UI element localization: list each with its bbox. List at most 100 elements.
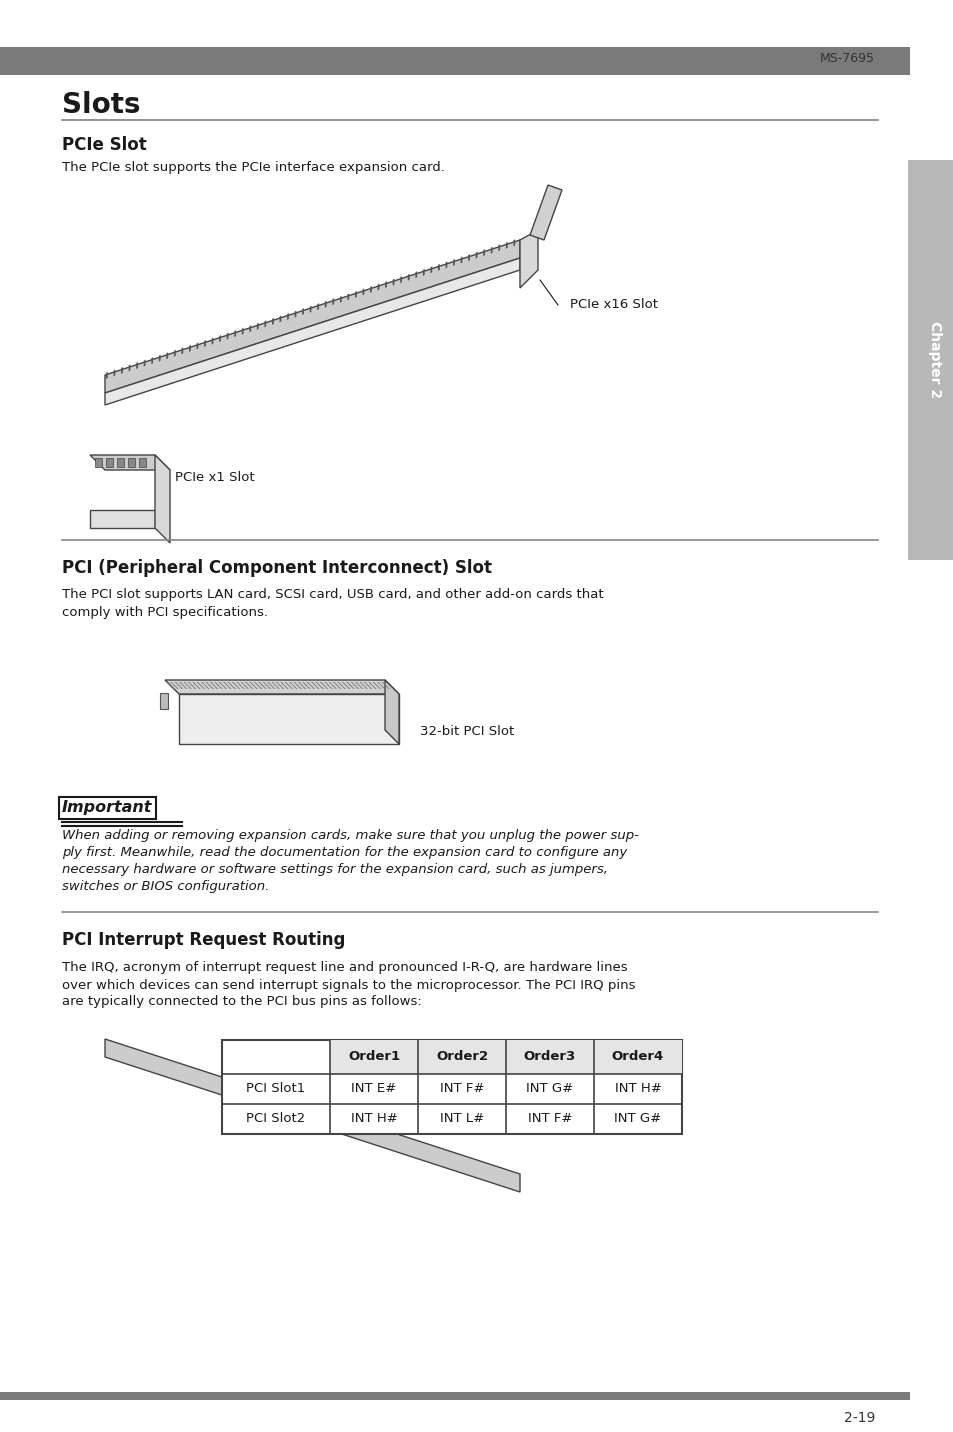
Polygon shape xyxy=(258,682,266,689)
Text: Chapter 2: Chapter 2 xyxy=(927,321,941,398)
Text: PCI (Peripheral Component Interconnect) Slot: PCI (Peripheral Component Interconnect) … xyxy=(62,558,492,577)
Polygon shape xyxy=(337,682,345,689)
Polygon shape xyxy=(415,271,416,278)
Polygon shape xyxy=(236,682,244,689)
Polygon shape xyxy=(212,338,213,345)
Polygon shape xyxy=(262,682,271,689)
Text: The PCIe slot supports the PCIe interface expansion card.: The PCIe slot supports the PCIe interfac… xyxy=(62,162,444,175)
Polygon shape xyxy=(355,291,356,298)
Polygon shape xyxy=(317,304,318,311)
Polygon shape xyxy=(204,339,206,347)
Polygon shape xyxy=(196,342,198,349)
Polygon shape xyxy=(513,239,515,246)
Bar xyxy=(222,1040,681,1134)
Polygon shape xyxy=(355,682,363,689)
Polygon shape xyxy=(294,311,296,318)
Polygon shape xyxy=(285,682,293,689)
Polygon shape xyxy=(193,682,200,689)
Polygon shape xyxy=(218,682,227,689)
Polygon shape xyxy=(227,332,229,339)
Polygon shape xyxy=(90,455,170,470)
Polygon shape xyxy=(430,266,432,274)
Text: PCI Slot2: PCI Slot2 xyxy=(246,1113,305,1126)
Polygon shape xyxy=(359,682,368,689)
Polygon shape xyxy=(234,329,235,338)
Text: PCI Interrupt Request Routing: PCI Interrupt Request Routing xyxy=(62,931,345,949)
Polygon shape xyxy=(329,682,336,689)
Polygon shape xyxy=(272,682,279,689)
Text: The IRQ, acronym of interrupt request line and pronounced I-R-Q, are hardware li: The IRQ, acronym of interrupt request li… xyxy=(62,961,627,975)
Text: MS-7695: MS-7695 xyxy=(820,52,874,64)
Polygon shape xyxy=(393,278,395,286)
Polygon shape xyxy=(302,308,304,315)
Text: INT G#: INT G# xyxy=(614,1113,661,1126)
Polygon shape xyxy=(445,261,447,269)
Polygon shape xyxy=(165,680,398,695)
Polygon shape xyxy=(315,682,323,689)
Text: INT F#: INT F# xyxy=(527,1113,572,1126)
Text: When adding or removing expansion cards, make sure that you unplug the power sup: When adding or removing expansion cards,… xyxy=(62,829,639,842)
Bar xyxy=(330,1040,681,1074)
Text: switches or BIOS configuration.: switches or BIOS configuration. xyxy=(62,881,269,894)
Text: necessary hardware or software settings for the expansion card, such as jumpers,: necessary hardware or software settings … xyxy=(62,863,607,876)
Text: INT F#: INT F# xyxy=(439,1083,484,1095)
Polygon shape xyxy=(468,253,470,261)
Text: ply first. Meanwhile, read the documentation for the expansion card to configure: ply first. Meanwhile, read the documenta… xyxy=(62,846,626,859)
Polygon shape xyxy=(497,243,499,252)
Polygon shape xyxy=(181,347,183,355)
Polygon shape xyxy=(136,362,138,369)
Polygon shape xyxy=(422,269,424,276)
Polygon shape xyxy=(302,682,311,689)
Text: INT E#: INT E# xyxy=(351,1083,396,1095)
Polygon shape xyxy=(105,1040,519,1191)
Polygon shape xyxy=(311,682,319,689)
Text: PCIe x1 Slot: PCIe x1 Slot xyxy=(174,471,254,484)
Polygon shape xyxy=(339,295,341,304)
Polygon shape xyxy=(113,369,115,377)
Polygon shape xyxy=(201,682,209,689)
Polygon shape xyxy=(453,259,455,266)
Polygon shape xyxy=(128,458,135,467)
Polygon shape xyxy=(370,286,372,294)
Polygon shape xyxy=(154,455,170,543)
Bar xyxy=(0,1392,909,1400)
Polygon shape xyxy=(341,682,350,689)
Polygon shape xyxy=(333,682,341,689)
Polygon shape xyxy=(253,682,262,689)
Text: Order3: Order3 xyxy=(523,1051,576,1064)
Polygon shape xyxy=(490,246,492,253)
Polygon shape xyxy=(106,458,112,467)
Polygon shape xyxy=(505,242,507,249)
Polygon shape xyxy=(158,355,160,362)
Text: INT H#: INT H# xyxy=(614,1083,660,1095)
Polygon shape xyxy=(179,682,187,689)
Polygon shape xyxy=(294,682,301,689)
Polygon shape xyxy=(196,682,205,689)
Polygon shape xyxy=(206,682,213,689)
Text: 32-bit PCI Slot: 32-bit PCI Slot xyxy=(419,726,514,739)
Polygon shape xyxy=(223,682,232,689)
Ellipse shape xyxy=(935,160,953,560)
Text: Order2: Order2 xyxy=(436,1051,488,1064)
Text: INT L#: INT L# xyxy=(439,1113,483,1126)
Polygon shape xyxy=(373,682,380,689)
Polygon shape xyxy=(256,322,258,329)
Polygon shape xyxy=(310,305,312,312)
Polygon shape xyxy=(166,352,168,359)
Polygon shape xyxy=(297,682,306,689)
Bar xyxy=(0,47,909,74)
Polygon shape xyxy=(385,281,387,288)
Polygon shape xyxy=(267,682,275,689)
Polygon shape xyxy=(129,364,131,372)
Polygon shape xyxy=(264,321,266,328)
Polygon shape xyxy=(351,682,358,689)
Polygon shape xyxy=(530,185,561,241)
Polygon shape xyxy=(279,315,281,322)
Polygon shape xyxy=(385,680,398,745)
Polygon shape xyxy=(250,682,257,689)
Polygon shape xyxy=(319,682,328,689)
Text: Order4: Order4 xyxy=(611,1051,663,1064)
Polygon shape xyxy=(272,318,274,325)
Polygon shape xyxy=(189,345,191,352)
Bar xyxy=(160,693,168,709)
